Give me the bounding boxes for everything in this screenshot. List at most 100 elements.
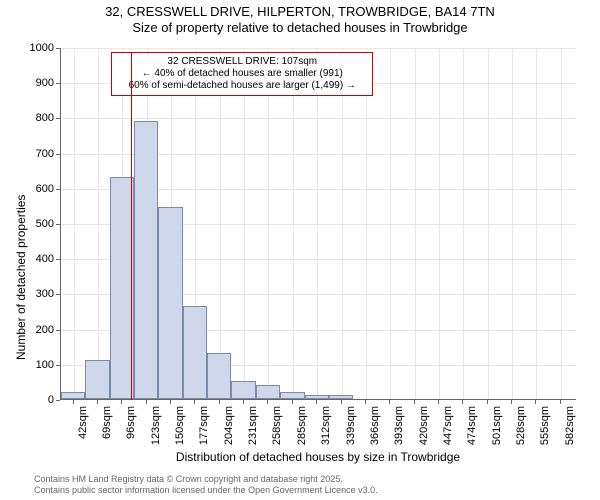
x-tick-label: 339sqm — [345, 406, 357, 445]
x-tick-label: 555sqm — [539, 406, 551, 445]
x-tick-label: 123sqm — [150, 406, 162, 445]
histogram-bar — [183, 306, 207, 399]
gridline-vertical — [390, 48, 391, 399]
x-tick-mark — [487, 400, 488, 404]
histogram-bar — [85, 360, 109, 399]
y-tick-mark — [56, 400, 60, 401]
gridline-vertical — [98, 48, 99, 399]
gridline-vertical — [439, 48, 440, 399]
x-tick-mark — [414, 400, 415, 404]
title-block: 32, CRESSWELL DRIVE, HILPERTON, TROWBRID… — [0, 0, 600, 35]
histogram-bar — [280, 392, 304, 399]
x-tick-label: 312sqm — [320, 406, 332, 445]
y-tick-label: 700 — [36, 148, 54, 160]
y-tick-mark — [56, 83, 60, 84]
title-line-1: 32, CRESSWELL DRIVE, HILPERTON, TROWBRID… — [0, 4, 600, 20]
x-tick-mark — [560, 400, 561, 404]
y-tick-label: 100 — [36, 359, 54, 371]
histogram-bar — [61, 392, 85, 399]
x-tick-mark — [292, 400, 293, 404]
gridline-vertical — [512, 48, 513, 399]
attribution-line-2: Contains public sector information licen… — [34, 485, 378, 496]
histogram-bar — [231, 381, 255, 399]
x-tick-label: 528sqm — [515, 406, 527, 445]
x-tick-label: 474sqm — [466, 406, 478, 445]
callout-line-2: ← 40% of detached houses are smaller (99… — [117, 68, 367, 80]
gridline-vertical — [415, 48, 416, 399]
x-tick-mark — [511, 400, 512, 404]
gridline-vertical — [220, 48, 221, 399]
x-tick-label: 420sqm — [418, 406, 430, 445]
plot-area — [60, 48, 576, 400]
x-tick-mark — [97, 400, 98, 404]
callout-box: 32 CRESSWELL DRIVE: 107sqm ← 40% of deta… — [111, 52, 373, 96]
x-tick-label: 150sqm — [174, 406, 186, 445]
attribution-block: Contains HM Land Registry data © Crown c… — [34, 474, 378, 496]
y-tick-mark — [56, 224, 60, 225]
y-tick-label: 1000 — [30, 42, 54, 54]
gridline-vertical — [488, 48, 489, 399]
x-tick-mark — [170, 400, 171, 404]
y-tick-label: 200 — [36, 324, 54, 336]
x-tick-mark — [365, 400, 366, 404]
x-tick-mark — [438, 400, 439, 404]
y-tick-mark — [56, 48, 60, 49]
histogram-bar — [329, 395, 353, 399]
x-tick-mark — [194, 400, 195, 404]
x-tick-label: 42sqm — [77, 406, 89, 439]
x-tick-label: 177sqm — [198, 406, 210, 445]
x-tick-label: 501sqm — [491, 406, 503, 445]
x-tick-mark — [73, 400, 74, 404]
y-tick-mark — [56, 154, 60, 155]
y-tick-mark — [56, 330, 60, 331]
attribution-line-1: Contains HM Land Registry data © Crown c… — [34, 474, 378, 485]
x-tick-mark — [316, 400, 317, 404]
x-tick-label: 231sqm — [247, 406, 259, 445]
histogram-bar — [256, 385, 280, 399]
y-axis-label: Number of detached properties — [14, 195, 28, 360]
gridline-vertical — [74, 48, 75, 399]
gridline-vertical — [244, 48, 245, 399]
x-tick-label: 285sqm — [296, 406, 308, 445]
x-tick-mark — [146, 400, 147, 404]
x-tick-label: 258sqm — [271, 406, 283, 445]
title-line-2: Size of property relative to detached ho… — [0, 20, 600, 36]
gridline-vertical — [268, 48, 269, 399]
x-tick-mark — [462, 400, 463, 404]
y-tick-mark — [56, 365, 60, 366]
histogram-bar — [134, 121, 158, 399]
x-axis-label: Distribution of detached houses by size … — [60, 450, 576, 464]
x-tick-mark — [267, 400, 268, 404]
y-tick-label: 400 — [36, 253, 54, 265]
y-tick-label: 500 — [36, 218, 54, 230]
histogram-bar — [305, 395, 329, 399]
y-tick-mark — [56, 294, 60, 295]
gridline-vertical — [561, 48, 562, 399]
x-tick-label: 96sqm — [125, 406, 137, 439]
y-tick-mark — [56, 189, 60, 190]
chart-root: 32, CRESSWELL DRIVE, HILPERTON, TROWBRID… — [0, 0, 600, 500]
gridline-vertical — [342, 48, 343, 399]
callout-line-1: 32 CRESSWELL DRIVE: 107sqm — [117, 56, 367, 68]
gridline-horizontal — [61, 48, 576, 49]
x-tick-label: 393sqm — [393, 406, 405, 445]
x-tick-label: 366sqm — [369, 406, 381, 445]
y-tick-label: 0 — [48, 394, 54, 406]
histogram-bar — [158, 207, 182, 399]
x-tick-label: 447sqm — [442, 406, 454, 445]
callout-line-3: 60% of semi-detached houses are larger (… — [117, 80, 367, 92]
y-tick-mark — [56, 118, 60, 119]
x-tick-mark — [121, 400, 122, 404]
x-tick-mark — [243, 400, 244, 404]
x-tick-mark — [535, 400, 536, 404]
x-tick-label: 582sqm — [564, 406, 576, 445]
y-tick-label: 800 — [36, 112, 54, 124]
x-tick-label: 204sqm — [223, 406, 235, 445]
gridline-vertical — [366, 48, 367, 399]
y-tick-label: 600 — [36, 183, 54, 195]
callout-marker-line — [131, 52, 132, 400]
x-tick-mark — [389, 400, 390, 404]
gridline-vertical — [463, 48, 464, 399]
gridline-vertical — [293, 48, 294, 399]
y-tick-label: 300 — [36, 288, 54, 300]
